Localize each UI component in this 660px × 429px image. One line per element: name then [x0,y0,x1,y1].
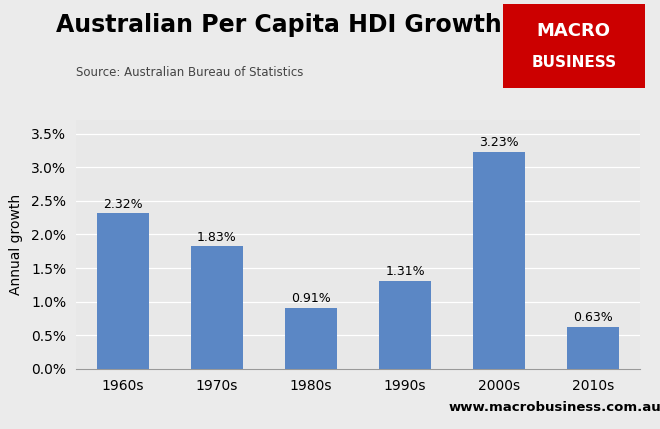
Y-axis label: Annual growth: Annual growth [9,194,22,295]
Bar [379,281,431,369]
Text: Source: Australian Bureau of Statistics: Source: Australian Bureau of Statistics [76,66,304,79]
Text: 0.91%: 0.91% [291,293,331,305]
Text: www.macrobusiness.com.au: www.macrobusiness.com.au [449,401,660,414]
Text: BUSINESS: BUSINESS [531,55,616,70]
Bar [97,213,148,369]
Text: 1.83%: 1.83% [197,230,237,244]
Text: 0.63%: 0.63% [574,311,613,324]
Text: MACRO: MACRO [537,22,611,40]
Bar [568,326,619,369]
Text: 3.23%: 3.23% [479,136,519,149]
Bar [473,152,525,369]
Bar [285,308,337,369]
Bar [191,246,243,369]
Text: 2.32%: 2.32% [103,198,143,211]
Text: Australian Per Capita HDI Growth: Australian Per Capita HDI Growth [56,13,502,37]
Text: 1.31%: 1.31% [385,266,425,278]
